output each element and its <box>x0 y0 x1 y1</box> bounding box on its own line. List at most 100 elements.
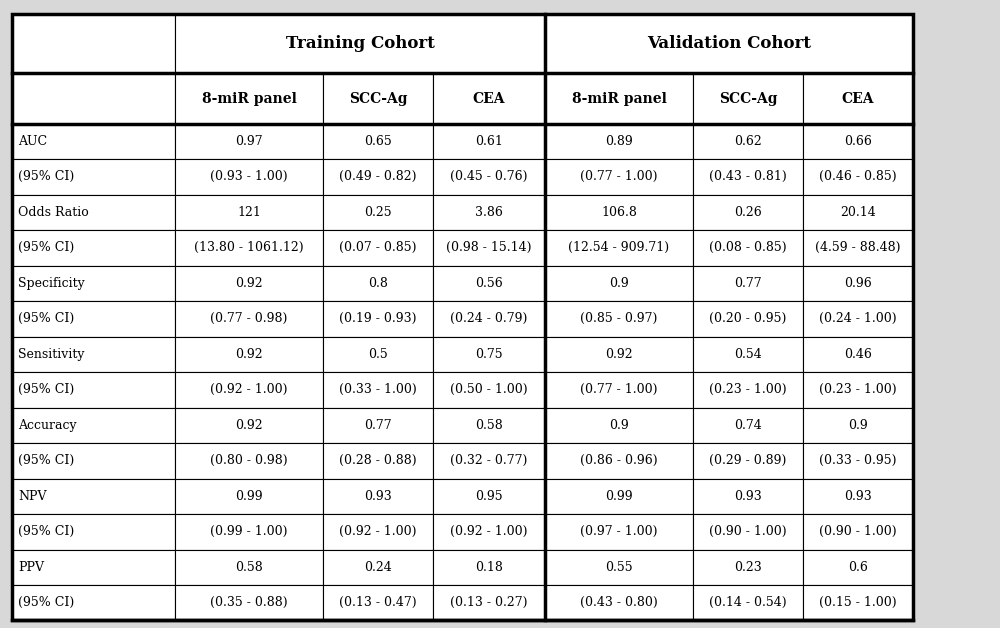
Text: Accuracy: Accuracy <box>18 419 77 432</box>
Text: 0.93: 0.93 <box>734 490 762 503</box>
Bar <box>12 550 175 585</box>
Bar <box>323 73 433 124</box>
Text: 0.92: 0.92 <box>235 419 263 432</box>
Bar <box>433 550 545 585</box>
Bar <box>12 301 175 337</box>
Text: 0.54: 0.54 <box>734 348 762 361</box>
Text: (0.80 - 0.98): (0.80 - 0.98) <box>210 454 288 467</box>
Text: CEA: CEA <box>473 92 505 106</box>
Text: 0.92: 0.92 <box>235 277 263 290</box>
Text: (0.86 - 0.96): (0.86 - 0.96) <box>580 454 658 467</box>
Text: (95% CI): (95% CI) <box>18 383 74 396</box>
Bar <box>12 195 175 230</box>
Bar <box>803 585 913 620</box>
Bar <box>175 14 545 73</box>
Text: AUC: AUC <box>18 135 47 148</box>
Bar <box>433 124 545 159</box>
Bar <box>12 372 175 408</box>
Bar <box>545 443 693 479</box>
Bar <box>545 230 693 266</box>
Bar <box>803 266 913 301</box>
Text: 0.58: 0.58 <box>475 419 503 432</box>
Text: (95% CI): (95% CI) <box>18 454 74 467</box>
Bar <box>545 124 693 159</box>
Text: 0.8: 0.8 <box>368 277 388 290</box>
Text: (95% CI): (95% CI) <box>18 312 74 325</box>
Bar <box>545 372 693 408</box>
Text: 0.99: 0.99 <box>235 490 263 503</box>
Bar <box>545 14 913 73</box>
Text: (0.24 - 1.00): (0.24 - 1.00) <box>819 312 897 325</box>
Text: (0.20 - 0.95): (0.20 - 0.95) <box>709 312 787 325</box>
Text: Sensitivity: Sensitivity <box>18 348 84 361</box>
Text: (0.93 - 1.00): (0.93 - 1.00) <box>210 170 288 183</box>
Bar <box>545 301 693 337</box>
Text: (0.15 - 1.00): (0.15 - 1.00) <box>819 596 897 609</box>
Bar <box>433 479 545 514</box>
Text: 0.9: 0.9 <box>609 419 629 432</box>
Bar <box>323 195 433 230</box>
Text: 0.77: 0.77 <box>734 277 762 290</box>
Text: 0.23: 0.23 <box>734 561 762 574</box>
Bar <box>323 443 433 479</box>
Bar <box>12 337 175 372</box>
Text: 0.58: 0.58 <box>235 561 263 574</box>
Bar <box>12 124 175 159</box>
Bar <box>175 230 323 266</box>
Text: (0.29 - 0.89): (0.29 - 0.89) <box>709 454 787 467</box>
Text: (4.59 - 88.48): (4.59 - 88.48) <box>815 241 901 254</box>
Text: (95% CI): (95% CI) <box>18 170 74 183</box>
Bar <box>545 159 693 195</box>
Text: 0.65: 0.65 <box>364 135 392 148</box>
Text: (95% CI): (95% CI) <box>18 241 74 254</box>
Text: (0.23 - 1.00): (0.23 - 1.00) <box>709 383 787 396</box>
Bar <box>175 266 323 301</box>
Bar <box>545 585 693 620</box>
Bar <box>693 408 803 443</box>
Text: SCC-Ag: SCC-Ag <box>349 92 407 106</box>
Text: 0.97: 0.97 <box>235 135 263 148</box>
Bar <box>323 301 433 337</box>
Text: 0.6: 0.6 <box>848 561 868 574</box>
Text: 0.46: 0.46 <box>844 348 872 361</box>
Bar <box>323 479 433 514</box>
Bar <box>175 550 323 585</box>
Text: (0.33 - 0.95): (0.33 - 0.95) <box>819 454 897 467</box>
Bar <box>433 230 545 266</box>
Bar <box>323 337 433 372</box>
Bar <box>175 443 323 479</box>
Bar <box>693 73 803 124</box>
Bar <box>175 159 323 195</box>
Bar <box>175 124 323 159</box>
Text: 0.93: 0.93 <box>364 490 392 503</box>
Bar <box>175 372 323 408</box>
Text: (0.46 - 0.85): (0.46 - 0.85) <box>819 170 897 183</box>
Bar <box>12 479 175 514</box>
Bar <box>693 514 803 550</box>
Text: (0.49 - 0.82): (0.49 - 0.82) <box>339 170 417 183</box>
Text: (0.24 - 0.79): (0.24 - 0.79) <box>450 312 528 325</box>
Bar <box>433 266 545 301</box>
Bar <box>693 372 803 408</box>
Bar <box>323 514 433 550</box>
Text: (0.28 - 0.88): (0.28 - 0.88) <box>339 454 417 467</box>
Text: 0.26: 0.26 <box>734 206 762 219</box>
Text: (0.50 - 1.00): (0.50 - 1.00) <box>450 383 528 396</box>
Text: (0.08 - 0.85): (0.08 - 0.85) <box>709 241 787 254</box>
Bar <box>12 408 175 443</box>
Bar <box>803 408 913 443</box>
Text: (0.35 - 0.88): (0.35 - 0.88) <box>210 596 288 609</box>
Bar <box>803 337 913 372</box>
Bar <box>693 585 803 620</box>
Bar <box>12 73 175 124</box>
Text: 0.77: 0.77 <box>364 419 392 432</box>
Bar <box>433 337 545 372</box>
Bar <box>803 124 913 159</box>
Text: 20.14: 20.14 <box>840 206 876 219</box>
Text: (0.23 - 1.00): (0.23 - 1.00) <box>819 383 897 396</box>
Text: (12.54 - 909.71): (12.54 - 909.71) <box>568 241 670 254</box>
Text: 121: 121 <box>237 206 261 219</box>
Text: 0.25: 0.25 <box>364 206 392 219</box>
Text: (0.33 - 1.00): (0.33 - 1.00) <box>339 383 417 396</box>
Text: (0.77 - 0.98): (0.77 - 0.98) <box>210 312 288 325</box>
